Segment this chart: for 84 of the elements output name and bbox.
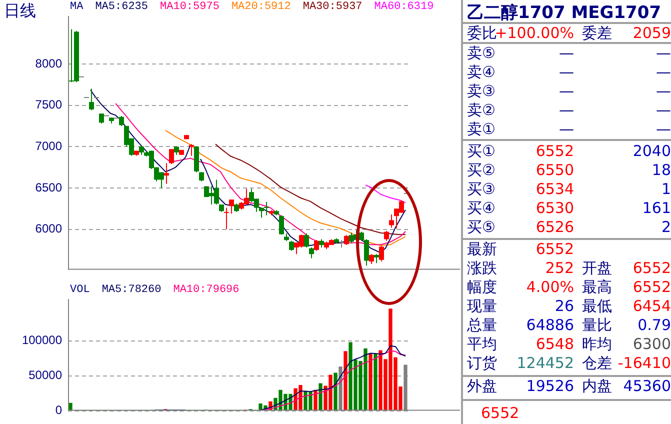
- text: 现量: [467, 297, 497, 315]
- text: 最低: [582, 297, 612, 315]
- y-tick-label: 7500: [35, 98, 62, 112]
- legend-title: VOL: [70, 284, 90, 296]
- text: 6454: [632, 297, 671, 315]
- y-tick-label: 50000: [28, 368, 62, 382]
- y-tick-label: 6000: [35, 222, 62, 236]
- text: 外盘: [467, 377, 497, 395]
- text: 6530: [536, 199, 574, 217]
- y-tick-label: 7000: [35, 138, 62, 153]
- text: 6552: [632, 278, 671, 296]
- text: 18: [652, 161, 671, 179]
- text: 6548: [536, 335, 574, 353]
- text: 0.79: [638, 316, 671, 334]
- text: 幅度: [467, 278, 497, 296]
- text: 6552: [481, 404, 520, 422]
- text: +100.00%: [494, 24, 574, 42]
- text: 124452: [516, 354, 574, 372]
- text: MA60:6319: [374, 1, 434, 13]
- text: —: [559, 63, 574, 81]
- y-tick-label: 100000: [22, 333, 62, 348]
- text: 4.00%: [526, 278, 574, 296]
- text: 涨跌: [467, 259, 497, 277]
- text: 委比: [467, 24, 497, 42]
- text: 卖③: [467, 82, 496, 100]
- text: 卖①: [467, 120, 496, 138]
- text: 2: [661, 218, 671, 236]
- text: —: [559, 82, 574, 100]
- text: —: [656, 101, 671, 119]
- text: 内盘: [582, 377, 612, 395]
- text: MA20:5912: [231, 1, 291, 13]
- text: 买⑤: [467, 218, 496, 236]
- text: 6526: [536, 218, 574, 236]
- text: 2059: [632, 24, 671, 42]
- y-tick-label: 8000: [35, 56, 62, 70]
- text: 26: [554, 297, 574, 315]
- text: 64886: [526, 316, 574, 334]
- text: 6552: [632, 259, 671, 277]
- text: MA5:78260: [102, 284, 162, 296]
- text: 买②: [467, 161, 496, 179]
- text: 买③: [467, 180, 496, 198]
- legend-title: MA: [70, 1, 84, 13]
- text: MA10:5975: [160, 1, 220, 13]
- text: —: [559, 44, 574, 62]
- text: 6300: [632, 335, 671, 353]
- text: 最新: [467, 240, 497, 258]
- text: -16410: [618, 354, 671, 372]
- text: 2040: [632, 142, 671, 160]
- text: 买④: [467, 199, 496, 217]
- text: 乙二醇1707 MEG1707: [467, 2, 662, 24]
- text: 订货: [467, 354, 497, 372]
- text: 161: [642, 199, 671, 217]
- text: —: [656, 44, 671, 62]
- text: 6552: [536, 240, 574, 258]
- text: 6552: [536, 142, 574, 160]
- text: 卖⑤: [467, 44, 496, 62]
- text: 45360: [623, 377, 671, 395]
- text: 6534: [536, 180, 574, 198]
- text: 卖④: [467, 63, 496, 81]
- text: MA5:6235: [95, 1, 148, 13]
- y-tick-label: 0: [55, 403, 62, 418]
- text: 1: [661, 180, 671, 198]
- text: 卖②: [467, 101, 496, 119]
- text: —: [656, 120, 671, 138]
- text: 日线: [4, 1, 36, 22]
- text: 19526: [526, 377, 574, 395]
- text: 最高: [582, 278, 612, 296]
- text: 平均: [467, 335, 497, 353]
- text: 昨均: [582, 335, 612, 353]
- text: 6550: [536, 161, 574, 179]
- y-tick-label: 6500: [35, 180, 62, 194]
- text: —: [656, 82, 671, 100]
- text: —: [559, 120, 574, 138]
- text: —: [559, 101, 574, 119]
- text: 量比: [582, 316, 612, 334]
- text: —: [656, 63, 671, 81]
- text: 委差: [582, 24, 612, 42]
- text: 买①: [467, 142, 496, 160]
- text: 总量: [467, 316, 497, 334]
- text: 开盘: [582, 259, 612, 277]
- text: 仓差: [582, 354, 612, 372]
- text: MA30:5937: [302, 1, 362, 13]
- text: MA10:79696: [173, 284, 240, 296]
- text: 252: [545, 259, 574, 277]
